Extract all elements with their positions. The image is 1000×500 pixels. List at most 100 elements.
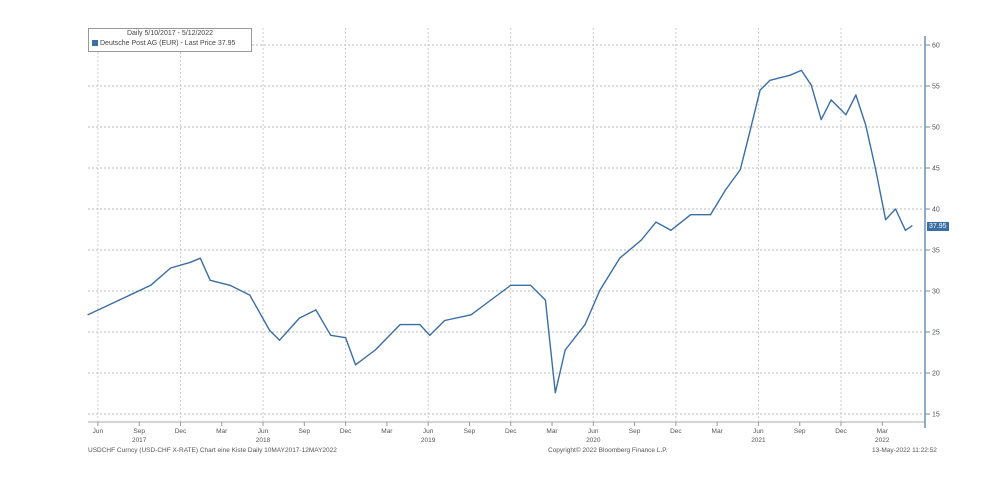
data-point xyxy=(709,214,712,216)
data-point xyxy=(209,279,211,281)
data-point xyxy=(374,349,376,351)
data-point xyxy=(690,214,692,216)
data-point xyxy=(444,319,446,322)
data-point xyxy=(655,221,657,223)
data-point xyxy=(855,94,857,96)
x-tick-label: Sep xyxy=(794,428,806,435)
data-point xyxy=(269,329,271,331)
data-point xyxy=(911,225,913,227)
data-point xyxy=(865,124,867,126)
data-point xyxy=(354,364,357,366)
footer-timestamp: 13-May-2022 11:22:52 xyxy=(872,447,937,454)
data-point xyxy=(399,324,401,326)
data-point xyxy=(789,74,791,76)
x-tick-label: Sep xyxy=(464,428,476,435)
footer-left: USDCHF Curncy (USD-CHF X-RATE) Chart ein… xyxy=(88,447,337,454)
y-tick-label: 20 xyxy=(932,371,940,378)
x-tick-label: Mar xyxy=(546,428,558,435)
data-point xyxy=(87,314,89,316)
data-point xyxy=(749,129,751,131)
x-tick-label: Dec xyxy=(505,428,517,435)
x-tick-label: Jun xyxy=(753,428,764,435)
x-tick-label: Jun xyxy=(588,428,599,435)
data-point xyxy=(759,89,761,91)
footer-copyright: Copyright© 2022 Bloomberg Finance L.P. xyxy=(548,447,668,454)
data-point xyxy=(529,284,532,286)
y-tick-label: 25 xyxy=(932,330,940,337)
data-point xyxy=(724,189,727,191)
data-point xyxy=(544,299,547,301)
y-tick-label: 50 xyxy=(932,125,940,132)
data-point xyxy=(884,219,887,221)
data-point xyxy=(118,299,120,301)
data-point xyxy=(904,229,906,231)
y-tick-label: 55 xyxy=(932,84,940,91)
data-point xyxy=(584,324,586,326)
data-point xyxy=(810,84,812,86)
x-tick-label: Dec xyxy=(175,428,187,435)
data-point xyxy=(315,309,317,311)
data-point xyxy=(619,257,621,259)
data-point xyxy=(298,317,300,319)
y-tick-label: 40 xyxy=(932,207,940,214)
data-point xyxy=(249,294,251,296)
data-point xyxy=(429,334,431,336)
data-point xyxy=(189,261,191,263)
y-tick-label: 60 xyxy=(932,43,940,50)
data-point xyxy=(229,284,231,286)
x-tick-label: Mar xyxy=(877,428,889,435)
last-price-tag: 37.95 xyxy=(927,222,949,231)
x-tick-label: Mar xyxy=(712,428,724,435)
y-tick-label: 30 xyxy=(932,289,940,296)
data-point xyxy=(599,289,601,291)
y-tick-label: 35 xyxy=(932,248,940,255)
data-point xyxy=(199,257,201,259)
data-point xyxy=(739,169,741,171)
y-tick-label: 45 xyxy=(932,166,940,173)
x-tick-label: Mar xyxy=(216,428,228,435)
legend-label: Deutsche Post AG (EUR) - Last Price 37.9… xyxy=(100,40,236,47)
chart-title: Daily 5/10/2017 - 5/12/2022 xyxy=(126,30,213,37)
legend-box: Daily 5/10/2017 - 5/12/2022 Deutsche Pos… xyxy=(88,28,252,52)
x-tick-label: Dec xyxy=(670,428,682,435)
data-point xyxy=(820,119,822,121)
x-tick-label: Sep xyxy=(133,428,145,435)
year-label: 2018 xyxy=(256,437,271,444)
x-tick-label: Jun xyxy=(423,428,434,435)
data-point xyxy=(330,334,332,336)
data-point xyxy=(640,239,642,241)
data-point xyxy=(345,337,347,339)
price-line xyxy=(87,69,913,394)
year-label: 2019 xyxy=(421,437,436,444)
data-point xyxy=(510,284,512,286)
x-tick-label: Jun xyxy=(258,428,269,435)
data-point xyxy=(278,339,281,341)
data-point xyxy=(830,99,832,101)
data-point xyxy=(169,267,172,269)
legend-swatch xyxy=(92,40,98,46)
x-tick-label: Dec xyxy=(340,428,352,435)
x-tick-label: Mar xyxy=(381,428,393,435)
data-point xyxy=(554,392,556,394)
x-tick-label: Sep xyxy=(629,428,641,435)
year-label: 2021 xyxy=(751,437,766,444)
data-point xyxy=(894,208,897,210)
data-point xyxy=(875,169,877,171)
data-point xyxy=(845,114,847,116)
year-label: 2020 xyxy=(586,437,601,444)
data-point xyxy=(769,79,771,81)
data-point xyxy=(150,284,152,286)
x-tick-label: Jun xyxy=(93,428,104,435)
data-point xyxy=(564,349,566,351)
data-point xyxy=(670,229,672,231)
data-point xyxy=(490,299,492,301)
year-label: 2017 xyxy=(132,437,147,444)
x-tick-label: Sep xyxy=(299,428,311,435)
data-point xyxy=(800,69,802,72)
year-label: 2022 xyxy=(875,437,890,444)
data-point xyxy=(470,314,472,316)
x-tick-label: Dec xyxy=(835,428,847,435)
y-tick-label: 15 xyxy=(932,412,940,419)
data-point xyxy=(419,324,421,326)
